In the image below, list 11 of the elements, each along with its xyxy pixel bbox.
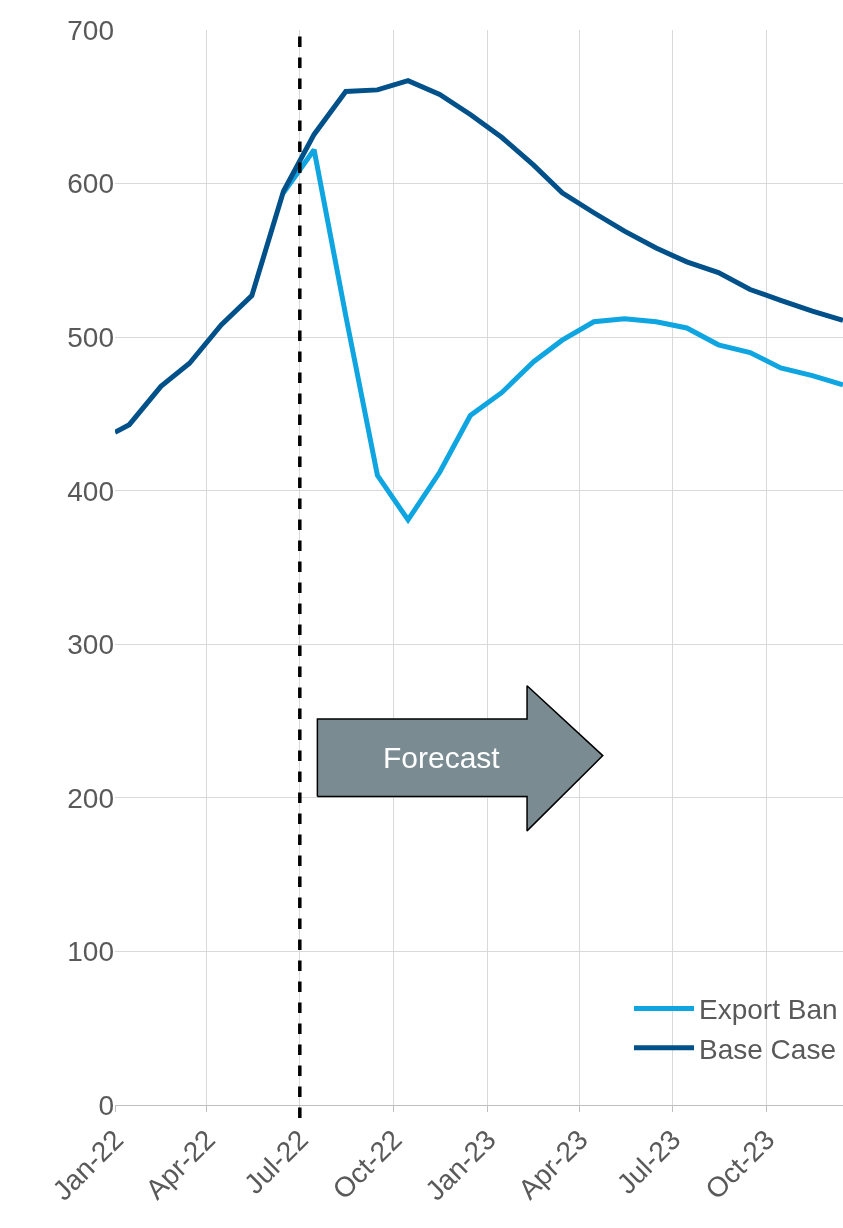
- y-tick-label: 400: [67, 475, 114, 507]
- y-tick-label: 100: [67, 936, 114, 968]
- y-tick-label: 200: [67, 782, 114, 814]
- annotation: Forecast: [383, 741, 501, 774]
- y-tick-label: 300: [67, 629, 114, 661]
- y-tick-label: 600: [67, 168, 114, 200]
- legend-label: Export Ban: [699, 994, 838, 1026]
- y-tick-label: 0: [98, 1089, 114, 1121]
- legend-label: Base Case: [699, 1033, 836, 1065]
- y-tick-label: 500: [67, 321, 114, 353]
- y-tick-label: 700: [67, 14, 114, 46]
